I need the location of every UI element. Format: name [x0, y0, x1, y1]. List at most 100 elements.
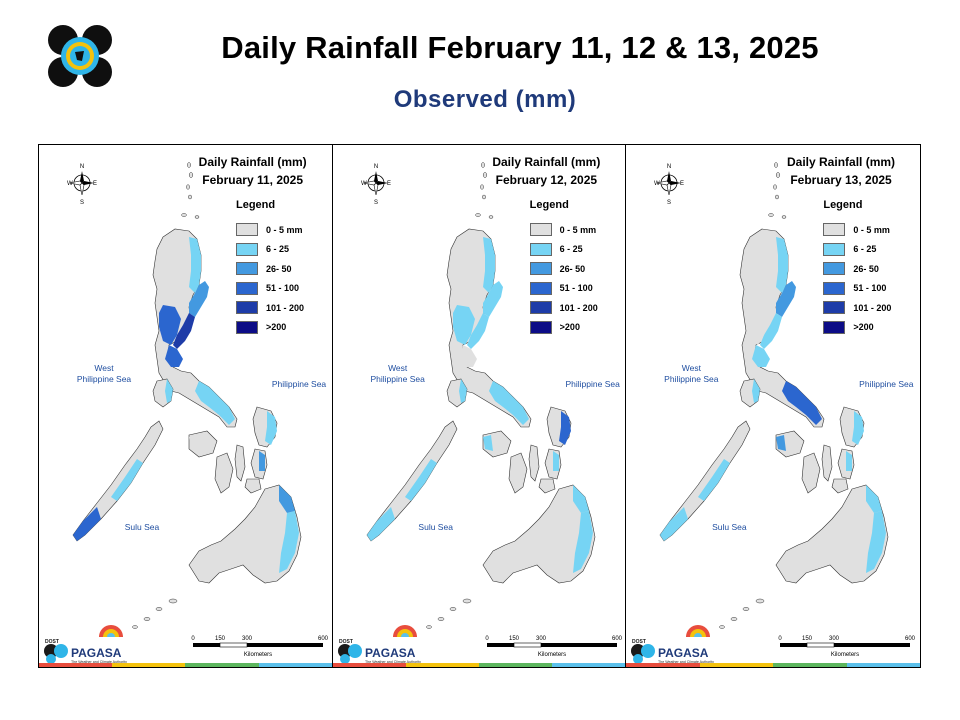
- sea-label-sulu: Sulu Sea: [712, 522, 747, 532]
- region-manila: [165, 345, 183, 367]
- brand-tagline: The Weather and Climate Authority: [365, 660, 421, 664]
- region-palawan-mid: [698, 459, 731, 501]
- legend-swatch: [529, 301, 552, 315]
- brand-stripe: [39, 663, 332, 667]
- panel-title: Daily Rainfall (mm) February 11, 2025: [188, 153, 318, 189]
- panel-title-line1: Daily Rainfall (mm): [492, 155, 601, 169]
- sulu-islands: [425, 598, 471, 629]
- scale-tick: 150: [802, 636, 813, 642]
- legend-item: 51 - 100: [236, 279, 326, 299]
- island-negros: [214, 452, 234, 494]
- legend-label: 101 - 200: [559, 302, 598, 313]
- scale-unit: Kilometers: [244, 652, 272, 658]
- region-caraga: [279, 485, 295, 513]
- scale-tick: 600: [612, 636, 623, 642]
- scale-tick: 300: [242, 636, 253, 642]
- region-east-mindanao: [279, 511, 299, 573]
- rainfall-panels: Daily Rainfall (mm) February 11, 2025 N …: [38, 144, 921, 668]
- legend: Legend 0 - 5 mm 6 - 25 26- 50 51 - 100 101 -…: [236, 199, 326, 337]
- panel-date: February 11, 2025: [202, 173, 304, 187]
- scale-bar: 0 150 300 600 Kilometers: [779, 636, 916, 658]
- sulu-islands: [719, 598, 765, 629]
- legend-swatch: [823, 281, 846, 295]
- legend-item: 101 - 200: [236, 298, 326, 318]
- legend-item: 6 - 25: [529, 240, 620, 260]
- page-title: Daily Rainfall February 11, 12 & 13, 202…: [221, 30, 819, 65]
- legend-title: Legend: [823, 199, 863, 211]
- island-bohol: [832, 478, 849, 494]
- region-east-mindanao: [866, 511, 887, 573]
- region-luzon: [740, 228, 825, 428]
- region-aurora: [760, 313, 783, 349]
- philippines-map: [659, 162, 889, 629]
- island-cebu: [528, 444, 539, 482]
- region-cagayan-coast: [482, 281, 503, 317]
- compass-icon: N S W E: [361, 164, 391, 205]
- region-bicol: [195, 381, 235, 425]
- legend-label: 6 - 25: [266, 244, 290, 255]
- legend-item: 0 - 5 mm: [823, 220, 913, 240]
- panel-title-line1: Daily Rainfall (mm): [787, 155, 896, 169]
- region-mindoro-coast: [458, 379, 467, 403]
- legend-label: 51 - 100: [853, 283, 887, 294]
- region-manila: [458, 345, 477, 367]
- legend-label: 6 - 25: [853, 244, 877, 255]
- legend-swatch: [823, 242, 846, 256]
- compass-s: S: [374, 200, 378, 205]
- legend-item: 26- 50: [529, 259, 620, 279]
- pagasa-logo: DOST PAGASA The Weather and Climate Auth…: [631, 625, 714, 664]
- region-bicol: [488, 381, 529, 425]
- legend-label: 0 - 5 mm: [266, 224, 303, 235]
- island-cebu: [234, 444, 246, 482]
- brand-tagline: The Weather and Climate Authority: [658, 660, 714, 664]
- scale-unit: Kilometers: [538, 652, 566, 658]
- legend-swatch: [529, 262, 552, 276]
- legend-swatch: [236, 281, 258, 295]
- legend-label: 101 - 200: [266, 302, 305, 313]
- brand-name: PAGASA: [365, 646, 416, 660]
- scale-tick: 150: [509, 636, 520, 642]
- scale-tick: 150: [215, 636, 226, 642]
- sea-label-sulu: Sulu Sea: [418, 522, 453, 532]
- region-panay-west: [189, 435, 199, 451]
- legend-item: 101 - 200: [529, 298, 620, 318]
- scale-tick: 0: [191, 636, 195, 642]
- scale-unit: Kilometers: [831, 652, 859, 658]
- sea-label-west-philippine: West Philippine Sea: [370, 363, 425, 384]
- region-central-luzon: [159, 305, 181, 345]
- region-mindoro-coast: [752, 379, 761, 403]
- island-negros: [802, 452, 821, 494]
- brand-stripe: [332, 663, 626, 667]
- philippines-map: [366, 162, 595, 629]
- legend: Legend 0 - 5 mm 6 - 25 26- 50 51 - 100 101 -…: [529, 199, 620, 337]
- rainfall-map-panel-3: Daily Rainfall (mm) February 13, 2025 N …: [626, 145, 921, 667]
- page-subtitle: Observed (mm): [393, 86, 577, 113]
- philippines-map: [72, 162, 302, 629]
- island-mindanao: [482, 484, 595, 584]
- island-bohol: [538, 478, 556, 494]
- legend-swatch: [529, 320, 552, 334]
- scale-tick: 600: [905, 636, 916, 642]
- panel-date: February 13, 2025: [790, 173, 892, 187]
- compass-s: S: [80, 200, 84, 205]
- region-leyte: [259, 451, 265, 471]
- legend-label: 6 - 25: [559, 244, 583, 255]
- panel-title-line1: Daily Rainfall (mm): [198, 155, 307, 169]
- sea-label-philippine: Philippine Sea: [565, 379, 620, 389]
- scale-bar: 0 150 300 600 Kilometers: [485, 636, 623, 658]
- region-ne-luzon: [482, 237, 495, 293]
- batanes-islands: [181, 162, 200, 219]
- region-samar: [265, 411, 277, 445]
- sulu-islands: [132, 598, 178, 629]
- region-caraga: [866, 485, 883, 513]
- compass-e: E: [680, 181, 684, 187]
- region-ne-luzon: [189, 237, 201, 293]
- legend-swatch: [529, 223, 552, 237]
- legend-label: 51 - 100: [559, 283, 593, 294]
- legend-swatch: [823, 320, 846, 334]
- legend-item: 0 - 5 mm: [529, 220, 620, 240]
- scale-tick: 300: [536, 636, 547, 642]
- brand-tagline: The Weather and Climate Authority: [71, 660, 127, 664]
- region-luzon: [152, 228, 238, 428]
- legend-label: 26- 50: [266, 263, 292, 274]
